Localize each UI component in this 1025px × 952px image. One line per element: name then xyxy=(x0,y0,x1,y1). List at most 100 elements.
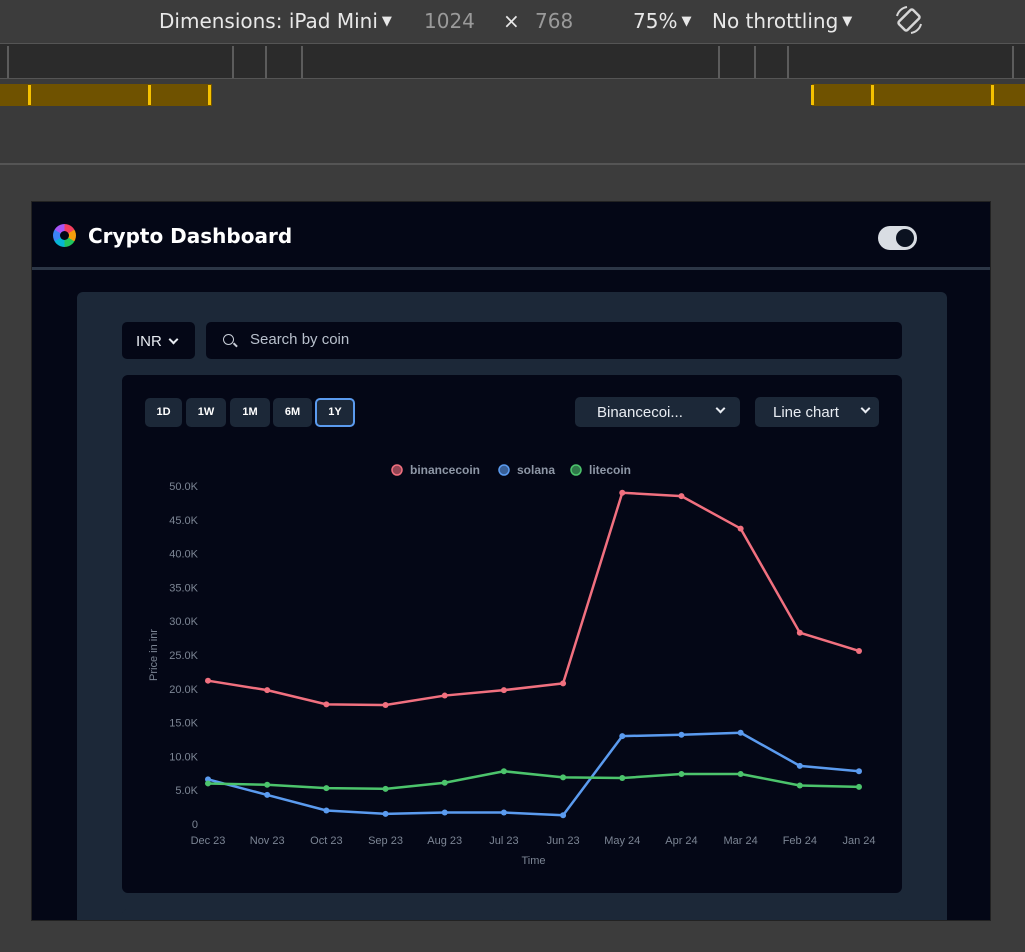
legend-label-solana: solana xyxy=(517,463,555,477)
times-symbol: × xyxy=(503,9,520,33)
media-query-marker xyxy=(991,85,994,105)
dimensions-dropdown[interactable]: Dimensions: iPad Mini ▼ xyxy=(159,9,392,33)
x-tick-label: Jul 23 xyxy=(489,835,518,847)
y-tick-label: 25.0K xyxy=(169,650,198,662)
data-point-solana xyxy=(323,807,330,814)
chevron-down-icon xyxy=(715,403,726,414)
media-query-marker xyxy=(811,85,814,105)
data-point-solana xyxy=(264,791,271,798)
x-tick-label: Oct 23 xyxy=(310,835,342,847)
data-point-binancecoin xyxy=(441,692,448,699)
bottom-card-right xyxy=(518,909,902,920)
data-point-binancecoin xyxy=(382,702,389,709)
series-line-litecoin xyxy=(207,770,860,791)
y-tick-label: 0 xyxy=(192,819,198,831)
chevron-down-icon xyxy=(168,334,179,345)
zoom-dropdown[interactable]: 75% ▼ xyxy=(633,9,691,33)
series-line-binancecoin xyxy=(207,491,860,707)
media-query-marker xyxy=(148,85,151,105)
chart-type-value: Line chart xyxy=(773,404,839,421)
app-logo-icon xyxy=(53,224,76,247)
data-point-solana xyxy=(619,733,626,740)
data-point-litecoin xyxy=(441,779,448,786)
search-input[interactable] xyxy=(250,331,850,348)
currency-select[interactable]: INR xyxy=(122,322,195,359)
caret-down-icon: ▼ xyxy=(681,14,692,29)
dashboard-panel: INR 1D 1W 1M 6M 1Y Binancecoi... Line ch… xyxy=(77,292,947,920)
data-point-litecoin xyxy=(382,785,389,792)
y-tick-label: 15.0K xyxy=(169,718,198,730)
range-button-1d[interactable]: 1D xyxy=(145,398,182,427)
data-point-binancecoin xyxy=(205,677,211,684)
series-line-solana xyxy=(207,731,860,817)
data-point-litecoin xyxy=(500,768,507,775)
data-point-binancecoin xyxy=(737,525,744,532)
dimensions-label: Dimensions: iPad Mini xyxy=(159,9,378,33)
data-point-binancecoin xyxy=(856,647,862,654)
range-button-1w[interactable]: 1W xyxy=(186,398,226,427)
ruler-segment[interactable] xyxy=(754,46,756,78)
data-point-binancecoin xyxy=(796,629,803,636)
data-point-solana xyxy=(678,731,685,738)
y-tick-label: 10.0K xyxy=(169,751,198,763)
zoom-label: 75% xyxy=(633,9,678,33)
y-tick-label: 50.0K xyxy=(169,481,198,493)
chart-card: 1D 1W 1M 6M 1Y Binancecoi... Line chart … xyxy=(122,375,902,893)
data-point-litecoin xyxy=(737,770,744,777)
x-tick-label: Aug 23 xyxy=(427,835,462,847)
media-query-marker xyxy=(871,85,874,105)
legend-label-litecoin: litecoin xyxy=(589,463,631,477)
ruler-segment[interactable] xyxy=(1012,46,1014,78)
coin-select[interactable]: Binancecoi... xyxy=(575,397,740,427)
x-tick-label: Jan 24 xyxy=(842,835,875,847)
ruler-segment[interactable] xyxy=(232,46,234,78)
chevron-down-icon xyxy=(860,403,871,414)
ruler-segment[interactable] xyxy=(7,46,9,78)
ruler-segment[interactable] xyxy=(301,46,303,78)
x-tick-label: Apr 24 xyxy=(665,835,697,847)
search-icon xyxy=(223,334,234,345)
media-query-bars xyxy=(0,79,1025,165)
media-query-marker xyxy=(28,85,31,105)
range-button-1y[interactable]: 1Y xyxy=(315,398,355,427)
x-tick-label: Dec 23 xyxy=(191,835,226,847)
data-point-litecoin xyxy=(323,785,330,792)
data-point-solana xyxy=(441,809,448,816)
data-point-binancecoin xyxy=(323,701,330,708)
range-button-1m[interactable]: 1M xyxy=(230,398,270,427)
coin-select-value: Binancecoi... xyxy=(597,404,683,421)
app-title: Crypto Dashboard xyxy=(88,224,293,248)
y-tick-label: 35.0K xyxy=(169,582,198,594)
media-query-bar-left[interactable] xyxy=(0,84,212,106)
x-tick-label: May 24 xyxy=(604,835,640,847)
price-line-chart: 0 5.0K 10.0K 15.0K 20.0K 25.0K 30.0K 35.0K 40.0K… xyxy=(148,463,876,867)
data-point-solana xyxy=(856,768,862,775)
y-tick-label: 45.0K xyxy=(169,515,198,527)
rotate-device-icon[interactable] xyxy=(893,4,925,36)
data-point-litecoin xyxy=(619,775,626,782)
data-point-solana xyxy=(737,729,744,736)
y-tick-label: 5.0K xyxy=(175,785,198,797)
ruler-segment[interactable] xyxy=(787,46,789,78)
x-tick-label: Feb 24 xyxy=(783,835,817,847)
media-query-bar-right[interactable] xyxy=(812,84,1025,106)
toggle-knob xyxy=(896,229,914,247)
data-point-litecoin xyxy=(560,774,567,781)
chart-type-select[interactable]: Line chart xyxy=(755,397,879,427)
data-point-binancecoin xyxy=(560,680,567,687)
data-point-binancecoin xyxy=(500,687,507,694)
ruler-segment[interactable] xyxy=(265,46,267,78)
y-tick-label: 30.0K xyxy=(169,616,198,628)
range-button-6m[interactable]: 6M xyxy=(273,398,312,427)
height-input[interactable]: 768 xyxy=(535,9,574,33)
ruler-segment[interactable] xyxy=(718,46,720,78)
data-point-binancecoin xyxy=(264,687,271,694)
width-input[interactable]: 1024 xyxy=(424,9,475,33)
device-toolbar: Dimensions: iPad Mini ▼ 1024 × 768 75% ▼ N… xyxy=(0,0,1025,43)
theme-toggle[interactable] xyxy=(878,226,917,250)
data-point-solana xyxy=(382,810,389,817)
media-query-ruler xyxy=(0,43,1025,79)
data-point-litecoin xyxy=(205,780,211,787)
data-point-solana xyxy=(500,809,507,816)
throttling-dropdown[interactable]: No throttling ▼ xyxy=(712,9,852,33)
